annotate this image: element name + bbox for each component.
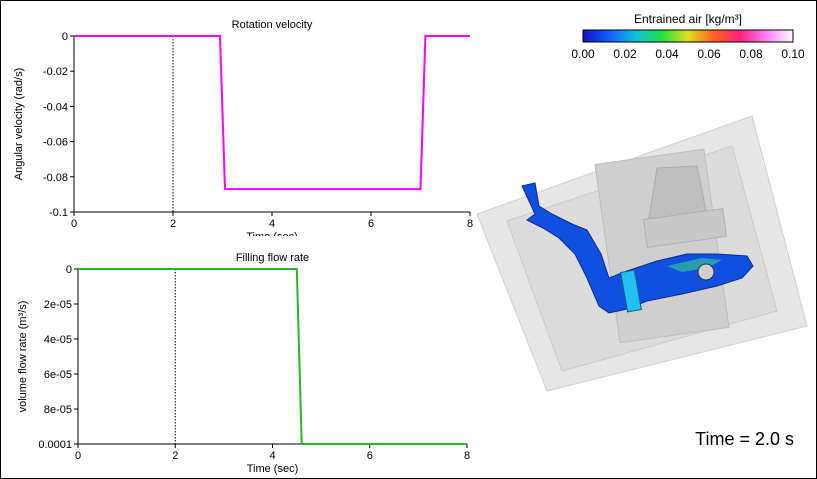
y-tick-label: 0.0001 <box>38 439 72 451</box>
colorbar-tick-label: 0.00 <box>571 47 595 61</box>
series-line <box>74 35 470 191</box>
chart-title: Filling flow rate <box>236 252 309 264</box>
colorbar-gradient <box>582 29 794 43</box>
ladle-ring <box>620 269 642 313</box>
y-tick-label: -0.1 <box>49 207 68 219</box>
y-tick-label: -0.08 <box>43 172 68 184</box>
y-tick-label: -0.04 <box>43 101 68 113</box>
x-tick-label: 8 <box>467 218 473 230</box>
y-tick-label: 0 <box>66 264 72 276</box>
ladle-metal <box>521 182 754 314</box>
x-tick-label: 4 <box>269 218 275 230</box>
x-tick-label: 4 <box>269 450 275 462</box>
ladle-highlight <box>667 258 722 272</box>
chart-title: Rotation velocity <box>232 19 313 31</box>
x-axis-label: Time (sec) <box>246 231 298 236</box>
x-tick-label: 0 <box>71 218 77 230</box>
ladle-pivot <box>697 263 715 281</box>
x-tick-label: 0 <box>75 450 81 462</box>
x-tick-label: 6 <box>368 218 374 230</box>
pouring-cup <box>648 165 708 219</box>
colorbar-tick-label: 0.08 <box>739 47 763 61</box>
y-tick-label: 8e-05 <box>44 404 72 416</box>
y-tick-label: -0.06 <box>43 137 68 149</box>
simulation-view <box>477 115 808 392</box>
x-tick-label: 2 <box>170 218 176 230</box>
x-tick-label: 8 <box>464 450 470 462</box>
x-axis-label: Time (sec) <box>247 463 299 475</box>
y-axis-label: volume flow rate (m³/s) <box>17 301 29 413</box>
colorbar-title: Entrained air [kg/m³] <box>634 12 742 26</box>
time-label: Time = 2.0 s <box>695 429 794 449</box>
series-line <box>78 268 467 445</box>
y-tick-label: 6e-05 <box>44 369 72 381</box>
y-tick-label: 4e-05 <box>44 334 72 346</box>
y-axis-label: Angular velocity (rad/s) <box>13 68 25 181</box>
y-tick-label: 0 <box>62 31 68 43</box>
entrained-air-colorbar: Entrained air [kg/m³] 0.00 0.02 0.04 0.06 0.… <box>571 12 805 61</box>
colorbar-tick-label: 0.10 <box>781 47 805 61</box>
colorbar-tick-label: 0.04 <box>655 47 679 61</box>
colorbar-tick-label: 0.02 <box>613 47 637 61</box>
pouring-frame <box>642 208 728 248</box>
filling-flow-rate-chart: Filling flow rate 0 2 4 6 8 0 2e-05 4e-05 6e-05 8e… <box>17 252 470 475</box>
x-tick-label: 2 <box>172 450 178 462</box>
rotation-velocity-chart: Rotation velocity 0 2 4 6 8 0 -0.02 -0.04 -0.06 -0… <box>13 19 473 236</box>
colorbar-tick-label: 0.06 <box>697 47 721 61</box>
x-tick-label: 6 <box>367 450 373 462</box>
colorbar-ticks: 0.00 0.02 0.04 0.06 0.08 0.10 <box>571 47 805 61</box>
y-tick-label: -0.02 <box>43 66 68 78</box>
y-tick-label: 2e-05 <box>44 299 72 311</box>
